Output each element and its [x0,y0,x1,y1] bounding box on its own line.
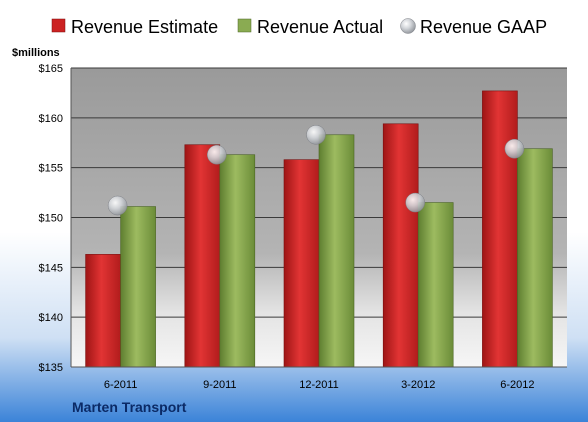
bar-revenue-estimate [184,144,221,368]
x-tick-label: 6-2012 [500,379,534,391]
bar-revenue-actual [517,148,553,368]
company-name: Marten Transport [72,399,187,415]
y-tick-label: $135 [39,362,63,374]
y-tick-label: $155 [39,163,63,175]
y-tick-label: $150 [39,213,63,225]
marker-revenue-gaap [207,144,227,165]
y-tick-label: $145 [39,262,63,274]
legend-label: Revenue Estimate [71,17,218,37]
y-axis-ticks: $135 $140 $145 $150 $155 $160 $165 [39,63,63,374]
legend-label: Revenue Actual [257,17,383,37]
marker-revenue-gaap [405,192,425,213]
unit-label: $millions [12,47,60,59]
bar-revenue-actual [318,134,355,368]
bar-revenue-actual [120,206,156,368]
x-axis-ticks: 6-2011 9-2011 12-2011 3-2012 6-2012 [104,379,535,391]
y-tick-label: $140 [39,312,63,324]
y-tick-label: $165 [39,63,63,75]
legend-item: Revenue Estimate [51,17,218,37]
x-tick-label: 3-2012 [401,379,435,391]
bars [85,90,553,368]
legend-item: Revenue Actual [237,17,383,37]
legend-label: Revenue GAAP [420,17,547,37]
legend-item: Revenue GAAP [400,17,547,37]
legend-swatch-estimate [51,18,66,33]
y-tick-label: $160 [39,113,63,125]
legend-swatch-gaap [400,18,416,34]
bar-revenue-estimate [382,123,419,368]
x-tick-label: 6-2011 [104,379,137,391]
bar-revenue-actual [417,202,454,368]
x-tick-label: 9-2011 [203,379,236,391]
bar-revenue-estimate [283,159,320,368]
bar-revenue-estimate [85,254,121,368]
marker-revenue-gaap [306,125,326,145]
bar-revenue-actual [219,154,256,368]
bar-revenue-estimate [482,90,518,368]
gaap-markers [107,125,525,216]
x-tick-label: 12-2011 [299,379,339,391]
marker-revenue-gaap [107,195,128,216]
marker-revenue-gaap [504,138,525,159]
legend-swatch-actual [237,18,252,33]
legend: Revenue Estimate Revenue Actual Revenue GA… [51,17,547,37]
